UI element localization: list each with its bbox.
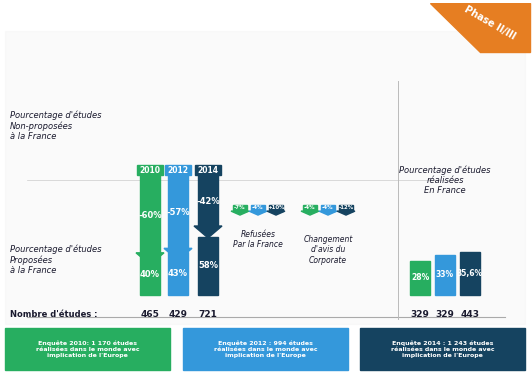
Polygon shape xyxy=(267,211,285,215)
Text: -57%: -57% xyxy=(166,208,190,217)
Bar xyxy=(168,175,188,248)
Text: 2010: 2010 xyxy=(139,166,161,175)
Text: 40%: 40% xyxy=(140,270,160,279)
Bar xyxy=(460,252,480,295)
Text: -4%: -4% xyxy=(252,205,264,209)
Text: Changement
d'avis du
Corporate: Changement d'avis du Corporate xyxy=(303,235,353,265)
Bar xyxy=(360,328,525,370)
Text: -4%: -4% xyxy=(304,205,316,209)
Text: 43%: 43% xyxy=(168,269,188,278)
Text: 721: 721 xyxy=(198,310,218,319)
Polygon shape xyxy=(337,211,355,215)
Text: 2014: 2014 xyxy=(197,166,219,175)
Text: Refusées
Par la France: Refusées Par la France xyxy=(233,230,283,249)
Text: -60%: -60% xyxy=(138,211,162,220)
Text: +10%: +10% xyxy=(267,205,285,209)
Text: Pourcentage d'études
Non-proposées
à la France: Pourcentage d'études Non-proposées à la … xyxy=(10,110,102,141)
Text: 329: 329 xyxy=(436,310,454,319)
Text: Pourcentage d'études
Proposées
à la France: Pourcentage d'études Proposées à la Fran… xyxy=(10,244,102,275)
Bar xyxy=(140,175,160,253)
Text: Enquête 2012 : 994 études
réalisées dans le monde avec
implication de l'Europe: Enquête 2012 : 994 études réalisées dans… xyxy=(214,341,317,358)
Text: Phase II/III: Phase II/III xyxy=(463,5,517,42)
Text: -42%: -42% xyxy=(196,197,220,206)
Bar xyxy=(165,165,191,175)
Bar xyxy=(140,255,160,295)
Polygon shape xyxy=(231,211,249,215)
Bar xyxy=(233,205,247,211)
Text: -7%: -7% xyxy=(234,205,246,209)
Text: 2012: 2012 xyxy=(168,166,188,175)
Text: 429: 429 xyxy=(169,310,187,319)
Text: Enquête 2014 : 1 243 études
réalisées dans le monde avec
implication de l'Europe: Enquête 2014 : 1 243 études réalisées da… xyxy=(390,341,494,358)
Polygon shape xyxy=(164,248,192,260)
Text: -12%: -12% xyxy=(338,205,354,209)
Bar xyxy=(339,205,353,211)
Text: Pourcentage d'études
réalisées
En France: Pourcentage d'études réalisées En France xyxy=(399,165,491,196)
Text: 443: 443 xyxy=(461,310,479,319)
Bar xyxy=(410,261,430,295)
Text: 465: 465 xyxy=(140,310,160,319)
Bar xyxy=(435,255,455,295)
Polygon shape xyxy=(430,3,530,52)
Text: 35,6%: 35,6% xyxy=(457,269,483,278)
Bar xyxy=(269,205,283,211)
Bar xyxy=(198,175,218,226)
Polygon shape xyxy=(194,226,222,238)
Bar xyxy=(251,205,265,211)
Bar xyxy=(5,328,170,370)
Bar xyxy=(198,237,218,295)
Polygon shape xyxy=(301,211,319,215)
Bar xyxy=(303,205,317,211)
Bar xyxy=(195,165,221,175)
Bar xyxy=(168,252,188,295)
Text: 33%: 33% xyxy=(436,270,454,279)
Polygon shape xyxy=(249,211,267,215)
Text: -4%: -4% xyxy=(322,205,334,209)
Polygon shape xyxy=(319,211,337,215)
Bar xyxy=(321,205,335,211)
Bar xyxy=(183,328,348,370)
Text: 58%: 58% xyxy=(198,261,218,270)
Text: 329: 329 xyxy=(411,310,429,319)
Text: 28%: 28% xyxy=(411,273,429,282)
Polygon shape xyxy=(136,253,164,265)
Bar xyxy=(5,31,525,324)
Bar xyxy=(137,165,163,175)
Text: Enquête 2010: 1 170 études
réalisées dans le monde avec
implication de l'Europe: Enquête 2010: 1 170 études réalisées dan… xyxy=(36,341,139,358)
Text: Nombre d'études :: Nombre d'études : xyxy=(10,310,97,319)
